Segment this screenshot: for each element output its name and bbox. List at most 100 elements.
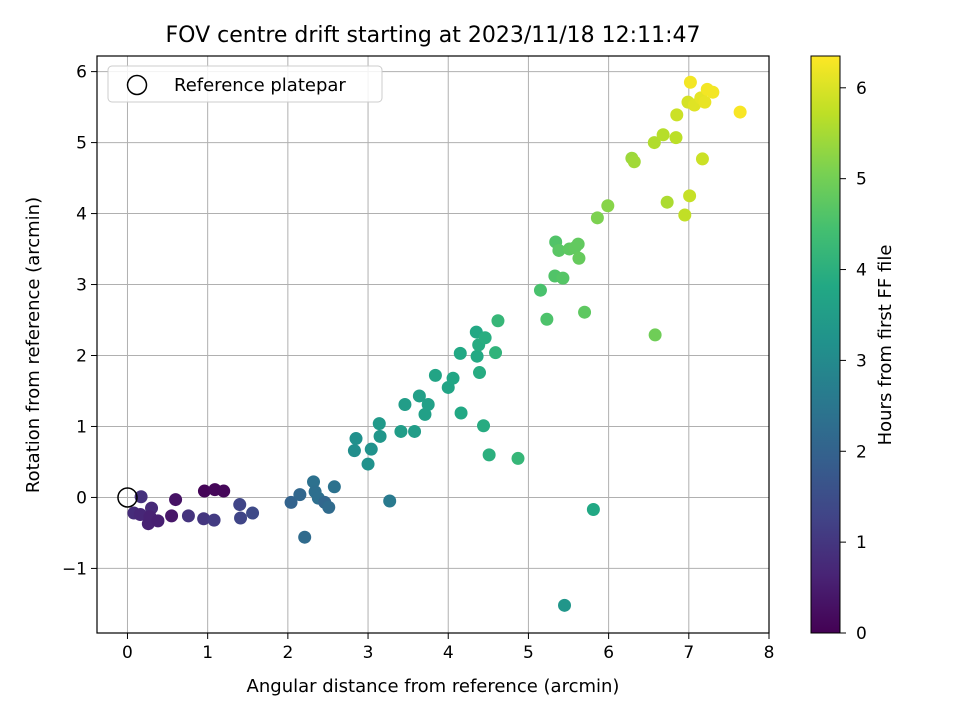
scatter-point <box>233 498 247 512</box>
y-tick-label: 4 <box>76 205 87 225</box>
scatter-point <box>412 389 426 403</box>
plot-area: 0 1 2 3 4 5 6 7 8 −1 0 1 2 3 4 5 6 <box>62 55 775 663</box>
reference-point-marker <box>117 487 138 508</box>
scatter-point <box>473 366 487 380</box>
scatter-point <box>408 424 422 438</box>
scatter-point <box>169 493 183 507</box>
scatter-point <box>647 136 661 150</box>
scatter-point <box>552 243 566 257</box>
scatter-point <box>656 128 670 142</box>
y-tick-label: 0 <box>76 488 87 508</box>
colorbar-tick-label: 0 <box>856 624 867 644</box>
scatter-point <box>293 488 307 502</box>
scatter-point <box>660 195 674 209</box>
scatter-point <box>361 457 375 471</box>
x-tick-label: 5 <box>523 643 534 663</box>
y-tick-label: 5 <box>76 134 87 154</box>
scatter-point <box>165 509 179 523</box>
x-tick-label: 2 <box>282 643 293 663</box>
scatter-point <box>234 511 248 525</box>
scatter-point <box>207 513 221 527</box>
scatter-point <box>511 451 525 465</box>
x-tick-label: 1 <box>202 643 213 663</box>
scatter-point <box>181 509 195 523</box>
y-tick-label: −1 <box>62 559 87 579</box>
scatter-point <box>383 494 397 508</box>
scatter-point <box>572 251 586 265</box>
x-tick-label: 4 <box>443 643 454 663</box>
scatter-point <box>349 432 363 446</box>
scatter-point <box>197 512 211 526</box>
x-tick-label: 0 <box>122 643 133 663</box>
scatter-point <box>556 271 570 285</box>
scatter-point <box>373 429 387 443</box>
x-tick-label: 8 <box>764 643 775 663</box>
scatter-point <box>327 480 341 494</box>
scatter-point <box>217 484 231 498</box>
colorbar-tick-label: 3 <box>856 351 867 371</box>
scatter-point <box>394 424 408 438</box>
scatter-point <box>586 503 600 517</box>
scatter-point <box>601 199 615 213</box>
scatter-point <box>482 448 496 462</box>
scatter-point <box>590 211 604 225</box>
scatter-point <box>670 108 684 122</box>
plot-frame <box>96 55 770 634</box>
scatter-point <box>706 85 720 99</box>
scatter-point <box>578 305 592 319</box>
chart-title: FOV centre drift starting at 2023/11/18 … <box>166 23 701 48</box>
x-axis-label: Angular distance from reference (arcmin) <box>247 676 620 697</box>
scatter-point <box>698 95 712 109</box>
colorbar-ticks: 0 1 2 3 4 5 6 <box>840 79 867 644</box>
scatter-point <box>695 152 709 166</box>
colorbar-label: Hours from first FF file <box>875 245 896 446</box>
grid <box>97 56 770 633</box>
scatter-point <box>648 328 662 342</box>
y-tick-label: 2 <box>76 347 87 367</box>
scatter-point <box>446 371 460 385</box>
legend-label: Reference platepar <box>174 75 346 96</box>
scatter-point <box>398 397 412 411</box>
y-tick-label: 3 <box>76 276 87 296</box>
legend: Reference platepar <box>107 65 383 103</box>
scatter-point <box>453 346 467 360</box>
scatter-point <box>683 75 697 89</box>
colorbar: 0 1 2 3 4 5 6 Hours from first FF file <box>810 55 896 644</box>
legend-box <box>107 65 383 103</box>
scatter-point <box>151 514 165 528</box>
scatter-point <box>558 598 572 612</box>
scatter-point <box>540 312 554 326</box>
y-tick-label: 1 <box>76 417 87 437</box>
colorbar-tick-label: 5 <box>856 170 867 190</box>
colorbar-tick-label: 2 <box>856 442 867 462</box>
colorbar-gradient <box>810 55 841 634</box>
scatter-point <box>669 131 683 145</box>
scatter-point <box>454 406 468 420</box>
y-tick-label: 6 <box>76 63 87 83</box>
colorbar-tick-label: 1 <box>856 533 867 553</box>
scatter-point <box>418 407 432 421</box>
scatter-point <box>470 349 484 363</box>
scatter-point <box>678 208 692 222</box>
scatter-point <box>246 506 260 520</box>
scatter-point <box>364 442 378 456</box>
scatter-point <box>533 283 547 297</box>
scatter-point <box>491 314 505 328</box>
scatter-points <box>127 75 747 612</box>
scatter-point <box>197 484 211 498</box>
scatter-point <box>307 475 321 489</box>
scatter-point <box>421 397 435 411</box>
scatter-point <box>372 417 386 431</box>
x-tick-label: 3 <box>363 643 374 663</box>
scatter-point <box>347 444 361 458</box>
legend-marker-icon <box>126 74 148 96</box>
scatter-point <box>284 495 298 509</box>
y-axis-ticks: −1 0 1 2 3 4 5 6 <box>62 63 97 579</box>
scatter-point <box>134 490 148 504</box>
scatter-point <box>478 331 492 345</box>
scatter-point <box>477 419 491 433</box>
colorbar-tick-label: 4 <box>856 261 867 281</box>
scatter-point <box>298 530 312 544</box>
scatter-point <box>733 105 747 119</box>
